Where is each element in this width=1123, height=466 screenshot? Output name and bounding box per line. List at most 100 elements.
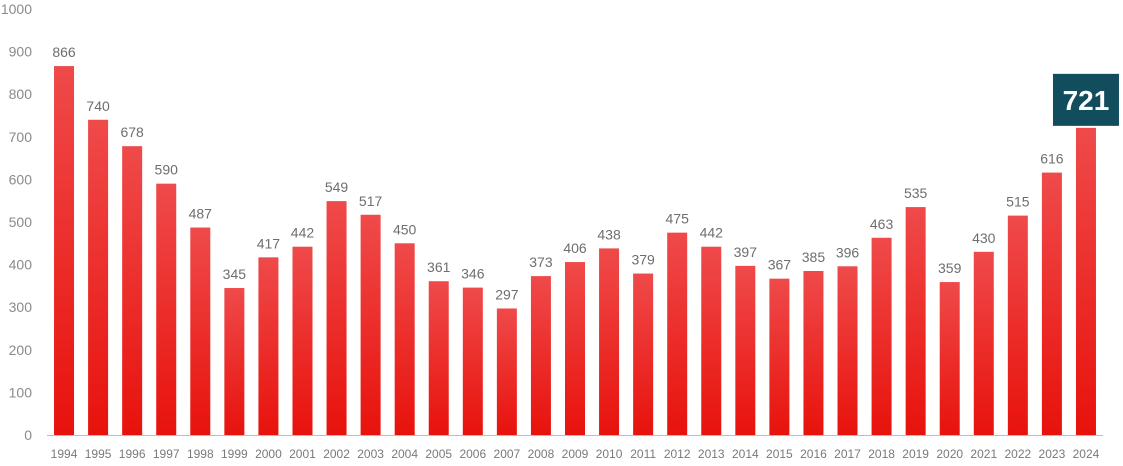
data-label: 359 xyxy=(938,260,962,276)
data-label: 517 xyxy=(359,193,383,209)
data-label: 515 xyxy=(1006,194,1030,210)
data-label: 438 xyxy=(597,226,621,242)
bar-2012 xyxy=(667,232,688,435)
data-label: 463 xyxy=(870,216,894,232)
highlight-callout: 721 xyxy=(1052,73,1119,126)
data-label: 379 xyxy=(631,252,655,268)
data-label: 475 xyxy=(666,211,690,227)
bar-2017 xyxy=(837,266,858,435)
x-tick-label: 2015 xyxy=(766,447,793,461)
data-label: 535 xyxy=(904,185,928,201)
x-tick-label: 2006 xyxy=(459,447,486,461)
data-label: 678 xyxy=(120,124,144,140)
data-label: 590 xyxy=(155,162,179,178)
x-tick-label: 1998 xyxy=(187,447,214,461)
data-label: 396 xyxy=(836,244,860,260)
x-tick-label: 2012 xyxy=(664,447,691,461)
data-label: 417 xyxy=(257,235,281,251)
bar-2006 xyxy=(462,287,483,435)
highlight-box xyxy=(1052,73,1119,126)
data-label: 297 xyxy=(495,286,519,302)
x-tick-label: 2007 xyxy=(494,447,521,461)
bar-1999 xyxy=(224,288,245,435)
bar-2024 xyxy=(1075,127,1096,435)
bar-2014 xyxy=(735,265,756,435)
x-tick-label: 2011 xyxy=(630,447,656,461)
x-tick-label: 2018 xyxy=(868,447,895,461)
data-label: 373 xyxy=(529,254,553,270)
x-tick-label: 2023 xyxy=(1039,447,1066,461)
data-labels: 866 740 678 590 487 345 417 442 549 517 450 361 346 2… xyxy=(52,44,1063,302)
x-tick-label: 2001 xyxy=(289,447,316,461)
x-tick-label: 1996 xyxy=(119,447,146,461)
x-tick-label: 1994 xyxy=(51,447,78,461)
x-tick-label: 2002 xyxy=(323,447,350,461)
data-label: 616 xyxy=(1040,151,1064,167)
bar-series xyxy=(54,66,1096,436)
x-tick-label: 2019 xyxy=(902,447,929,461)
bar-2022 xyxy=(1007,215,1028,435)
y-tick-label: 400 xyxy=(9,257,33,273)
x-tick-label: 2000 xyxy=(255,447,282,461)
data-label: 346 xyxy=(461,266,485,282)
bar-2002 xyxy=(326,201,347,435)
x-tick-label: 1999 xyxy=(221,447,248,461)
x-tick-label: 2014 xyxy=(732,447,759,461)
bar-1995 xyxy=(88,119,109,435)
y-tick-label: 700 xyxy=(9,129,33,145)
x-tick-label: 2003 xyxy=(357,447,384,461)
data-label: 397 xyxy=(734,244,758,260)
bar-2023 xyxy=(1041,172,1062,436)
x-tick-label: 1995 xyxy=(85,447,112,461)
bar-1997 xyxy=(156,183,177,435)
y-tick-label: 600 xyxy=(9,171,33,187)
bar-2016 xyxy=(803,270,824,435)
bar-2007 xyxy=(496,308,517,435)
y-tick-label: 800 xyxy=(9,86,33,102)
data-label: 430 xyxy=(972,230,996,246)
x-tick-label: 2017 xyxy=(834,447,861,461)
data-label: 549 xyxy=(325,179,349,195)
bar-2018 xyxy=(871,237,892,435)
x-tick-label: 2008 xyxy=(528,447,555,461)
bar-2008 xyxy=(530,276,551,435)
x-tick-label: 2010 xyxy=(596,447,623,461)
bar-1996 xyxy=(122,146,143,435)
y-tick-label: 900 xyxy=(9,44,33,60)
data-label: 450 xyxy=(393,221,417,237)
bar-2010 xyxy=(599,248,620,435)
bar-2013 xyxy=(701,246,722,435)
data-label: 345 xyxy=(223,266,247,282)
bar-2020 xyxy=(939,282,960,435)
x-tick-label: 2021 xyxy=(970,447,997,461)
data-label: 367 xyxy=(768,257,792,273)
x-axis: 1994 1995 1996 1997 1998 1999 2000 2001 2002 2003… xyxy=(47,435,1103,461)
x-tick-label: 2013 xyxy=(698,447,725,461)
y-tick-label: 100 xyxy=(9,384,33,400)
y-axis: 0 100 200 300 400 500 600 700 800 900 1000 xyxy=(1,1,32,443)
bar-2019 xyxy=(905,207,926,435)
x-tick-label: 2004 xyxy=(391,447,418,461)
x-tick-label: 2009 xyxy=(562,447,589,461)
bar-2011 xyxy=(633,273,654,435)
bar-2000 xyxy=(258,257,279,435)
y-tick-label: 500 xyxy=(9,214,33,230)
y-tick-label: 1000 xyxy=(1,1,32,17)
bar-2005 xyxy=(428,281,449,435)
highlight-value-label: 721 xyxy=(1063,85,1110,116)
bar-2003 xyxy=(360,214,381,435)
x-tick-label: 2005 xyxy=(425,447,452,461)
data-label: 866 xyxy=(52,44,76,60)
bar-2009 xyxy=(565,262,585,435)
data-label: 487 xyxy=(189,206,213,222)
bar-1994 xyxy=(54,66,75,436)
bar-1998 xyxy=(190,227,211,435)
bar-2015 xyxy=(769,278,790,435)
x-tick-label: 2024 xyxy=(1073,447,1100,461)
bar-2021 xyxy=(973,251,994,435)
x-tick-label: 2016 xyxy=(800,447,827,461)
data-label: 406 xyxy=(563,240,587,256)
data-label: 361 xyxy=(427,259,451,275)
x-tick-label: 2022 xyxy=(1004,447,1031,461)
